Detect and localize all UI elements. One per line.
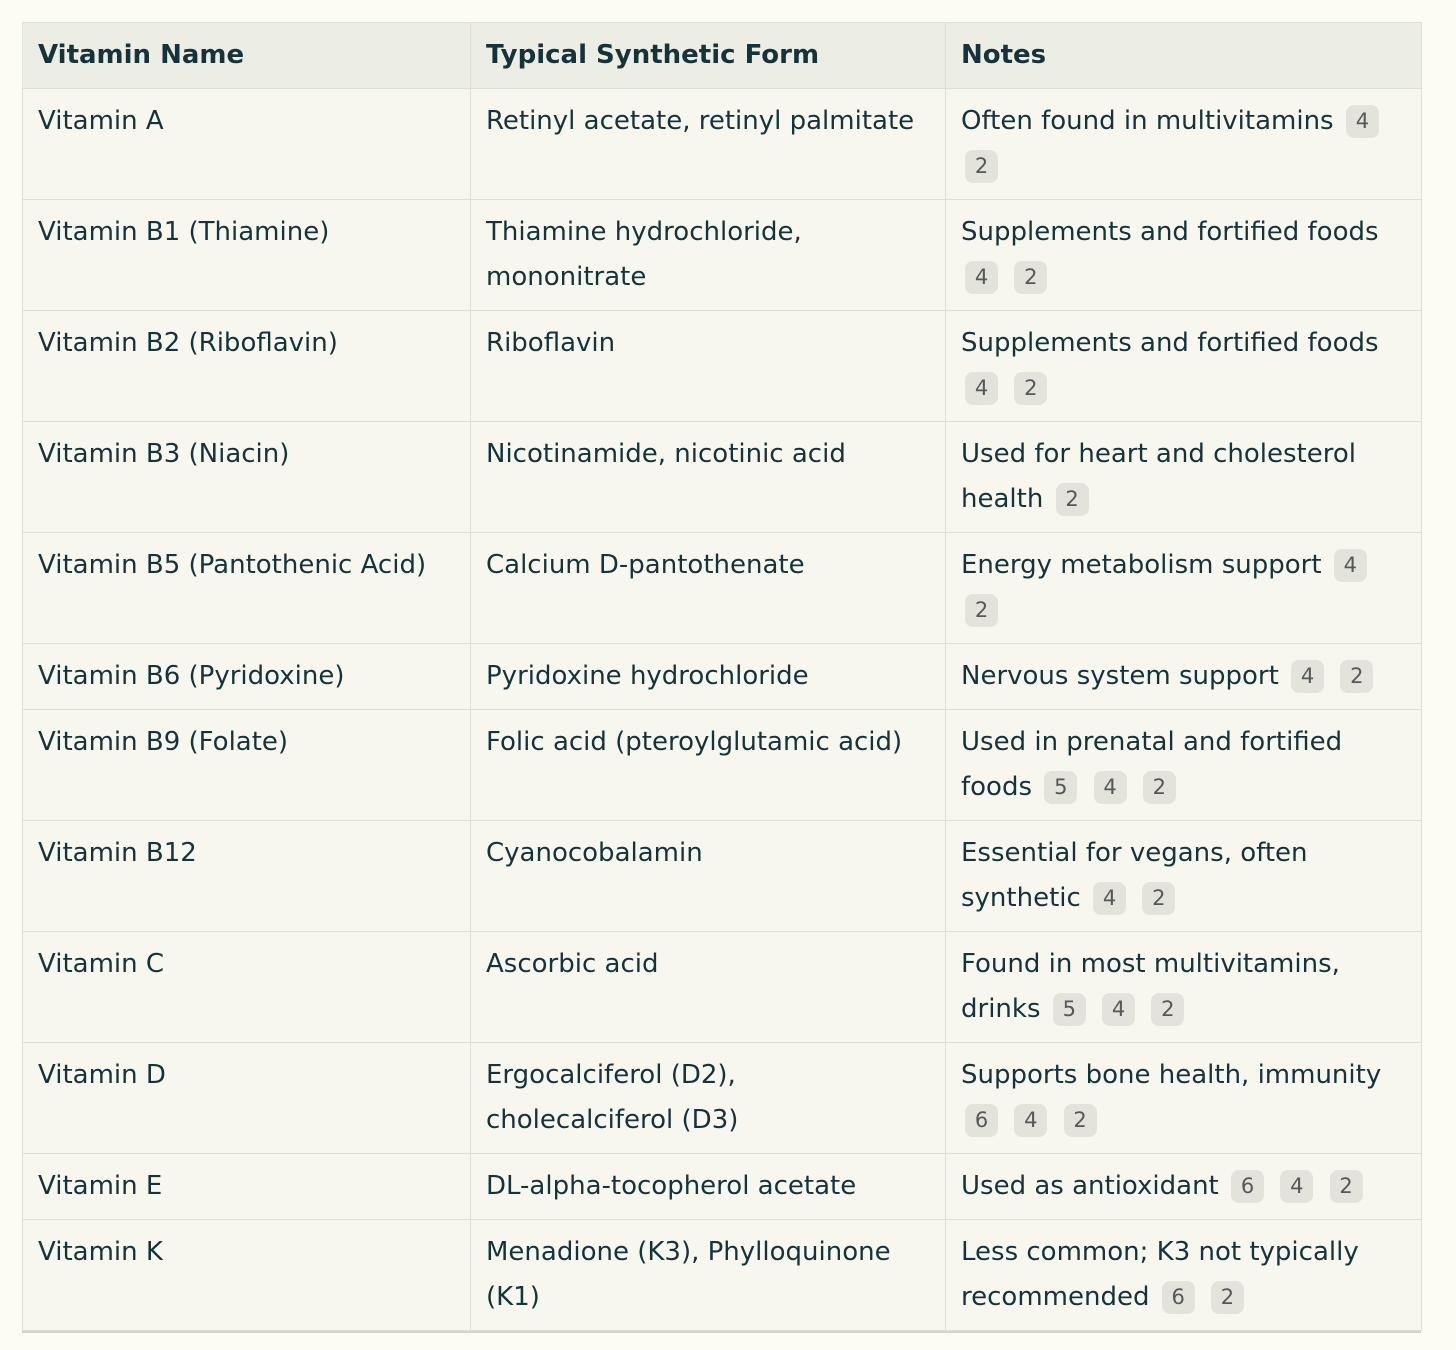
table-row: Vitamin B12 Cyanocobalamin Essential for… — [22, 820, 1422, 932]
notes-cell: Used in prenatal and fortified foods 5 4… — [945, 709, 1422, 821]
citation-badge[interactable]: 4 — [1280, 1170, 1314, 1203]
table-body: Vitamin A Retinyl acetate, retinyl palmi… — [22, 88, 1422, 1331]
table-row: Vitamin E DL-alpha-tocopherol acetate Us… — [22, 1153, 1422, 1220]
citation-badge[interactable]: 2 — [1340, 660, 1374, 693]
note-text: Supports bone health, immunity — [961, 1060, 1382, 1090]
citation-badge[interactable]: 6 — [1231, 1170, 1265, 1203]
note-text: Used in prenatal and fortified foods — [961, 727, 1343, 802]
note-text: Often found in multivitamins — [961, 106, 1334, 136]
table-row: Vitamin C Ascorbic acid Found in most mu… — [22, 931, 1422, 1043]
citation-badge[interactable]: 2 — [1142, 882, 1176, 915]
table-row: Vitamin B9 (Folate) Folic acid (pteroylg… — [22, 709, 1422, 821]
citation-badge[interactable]: 6 — [1161, 1281, 1195, 1314]
notes-cell: Supports bone health, immunity 6 4 2 — [945, 1042, 1422, 1154]
vitamin-name-cell: Vitamin K — [22, 1219, 471, 1331]
notes-cell: Often found in multivitamins 4 2 — [945, 88, 1422, 200]
vitamin-name-cell: Vitamin E — [22, 1153, 471, 1220]
citation-badge[interactable]: 2 — [1055, 483, 1089, 516]
citation-badge[interactable]: 2 — [1014, 261, 1048, 294]
vitamin-name-cell: Vitamin D — [22, 1042, 471, 1154]
note-text: Found in most multivitamins, drinks — [961, 949, 1340, 1024]
col-header-vitamin-name: Vitamin Name — [22, 22, 471, 89]
synthetic-form-cell: Nicotinamide, nicotinic acid — [470, 421, 946, 533]
note-text: Used for heart and cholesterol health — [961, 439, 1356, 514]
citation-badge[interactable]: 5 — [1052, 993, 1086, 1026]
synthetic-form-cell: Calcium D-pantothenate — [470, 532, 946, 644]
synthetic-form-cell: Retinyl acetate, retinyl palmitate — [470, 88, 946, 200]
synthetic-form-cell: Ergocalciferol (D2), cholecalciferol (D3… — [470, 1042, 946, 1154]
citation-badge[interactable]: 2 — [1063, 1104, 1097, 1137]
col-header-synthetic-form: Typical Synthetic Form — [470, 22, 946, 89]
synthetic-form-cell: Folic acid (pteroylglutamic acid) — [470, 709, 946, 821]
vitamin-table: Vitamin Name Typical Synthetic Form Note… — [22, 22, 1422, 1331]
citation-badge[interactable]: 4 — [1333, 549, 1367, 582]
vitamin-name-cell: Vitamin B5 (Pantothenic Acid) — [22, 532, 471, 644]
citation-badge[interactable]: 4 — [1291, 660, 1325, 693]
table-row: Vitamin A Retinyl acetate, retinyl palmi… — [22, 88, 1422, 200]
table-row: Vitamin D Ergocalciferol (D2), cholecalc… — [22, 1042, 1422, 1154]
notes-cell: Supplements and fortified foods 4 2 — [945, 199, 1422, 311]
vitamin-name-cell: Vitamin B12 — [22, 820, 471, 932]
synthetic-form-cell: Menadione (K3), Phylloquinone (K1) — [470, 1219, 946, 1331]
citation-badge[interactable]: 2 — [1210, 1281, 1244, 1314]
note-text: Less common; K3 not typically recommende… — [961, 1237, 1359, 1312]
table-row: Vitamin B5 (Pantothenic Acid) Calcium D-… — [22, 532, 1422, 644]
table-row: Vitamin B2 (Riboflavin) Riboflavin Suppl… — [22, 310, 1422, 422]
citation-badge[interactable]: 4 — [965, 261, 998, 294]
vitamin-name-cell: Vitamin B1 (Thiamine) — [22, 199, 471, 311]
header-row: Vitamin Name Typical Synthetic Form Note… — [22, 22, 1422, 89]
citation-badge[interactable]: 4 — [1093, 771, 1127, 804]
synthetic-form-cell: Cyanocobalamin — [470, 820, 946, 932]
synthetic-form-cell: Pyridoxine hydrochloride — [470, 643, 946, 710]
note-text: Energy metabolism support — [961, 550, 1322, 580]
citation-badge[interactable]: 2 — [965, 594, 998, 627]
vitamin-name-cell: Vitamin B6 (Pyridoxine) — [22, 643, 471, 710]
citation-badge[interactable]: 2 — [1329, 1170, 1363, 1203]
citation-badge[interactable]: 4 — [1014, 1104, 1048, 1137]
synthetic-form-cell: DL-alpha-tocopherol acetate — [470, 1153, 946, 1220]
note-text: Nervous system support — [961, 661, 1279, 691]
citation-badge[interactable]: 2 — [965, 150, 998, 183]
vitamin-name-cell: Vitamin B3 (Niacin) — [22, 421, 471, 533]
vitamin-name-cell: Vitamin B2 (Riboflavin) — [22, 310, 471, 422]
synthetic-form-cell: Ascorbic acid — [470, 931, 946, 1043]
table-row: Vitamin B3 (Niacin) Nicotinamide, nicoti… — [22, 421, 1422, 533]
citation-badge[interactable]: 4 — [1102, 993, 1136, 1026]
citation-badge[interactable]: 6 — [965, 1104, 998, 1137]
vitamin-name-cell: Vitamin A — [22, 88, 471, 200]
notes-cell: Energy metabolism support 4 2 — [945, 532, 1422, 644]
citation-badge[interactable]: 4 — [1345, 105, 1379, 138]
citation-badge[interactable]: 2 — [1151, 993, 1185, 1026]
note-text: Supplements and fortified foods — [961, 328, 1379, 358]
note-text: Supplements and fortified foods — [961, 217, 1379, 247]
citation-badge[interactable]: 2 — [1014, 372, 1048, 405]
notes-cell: Found in most multivitamins, drinks 5 4 … — [945, 931, 1422, 1043]
synthetic-form-cell: Riboflavin — [470, 310, 946, 422]
notes-cell: Used for heart and cholesterol health 2 — [945, 421, 1422, 533]
note-text: Used as antioxidant — [961, 1171, 1219, 1201]
vitamin-name-cell: Vitamin C — [22, 931, 471, 1043]
notes-cell: Less common; K3 not typically recommende… — [945, 1219, 1422, 1331]
table-row: Vitamin B6 (Pyridoxine) Pyridoxine hydro… — [22, 643, 1422, 710]
vitamin-table-container: Vitamin Name Typical Synthetic Form Note… — [22, 22, 1422, 1333]
notes-cell: Nervous system support 4 2 — [945, 643, 1422, 710]
col-header-notes: Notes — [945, 22, 1422, 89]
citation-badge[interactable]: 5 — [1044, 771, 1078, 804]
vitamin-name-cell: Vitamin B9 (Folate) — [22, 709, 471, 821]
synthetic-form-cell: Thiamine hydrochloride, mononitrate — [470, 199, 946, 311]
citation-badge[interactable]: 2 — [1142, 771, 1176, 804]
note-text: Essential for vegans, often synthetic — [961, 838, 1308, 913]
table-row: Vitamin K Menadione (K3), Phylloquinone … — [22, 1219, 1422, 1331]
notes-cell: Essential for vegans, often synthetic 4 … — [945, 820, 1422, 932]
citation-badge[interactable]: 4 — [1093, 882, 1127, 915]
notes-cell: Supplements and fortified foods 4 2 — [945, 310, 1422, 422]
notes-cell: Used as antioxidant 6 4 2 — [945, 1153, 1422, 1220]
citation-badge[interactable]: 4 — [965, 372, 998, 405]
table-row: Vitamin B1 (Thiamine) Thiamine hydrochlo… — [22, 199, 1422, 311]
